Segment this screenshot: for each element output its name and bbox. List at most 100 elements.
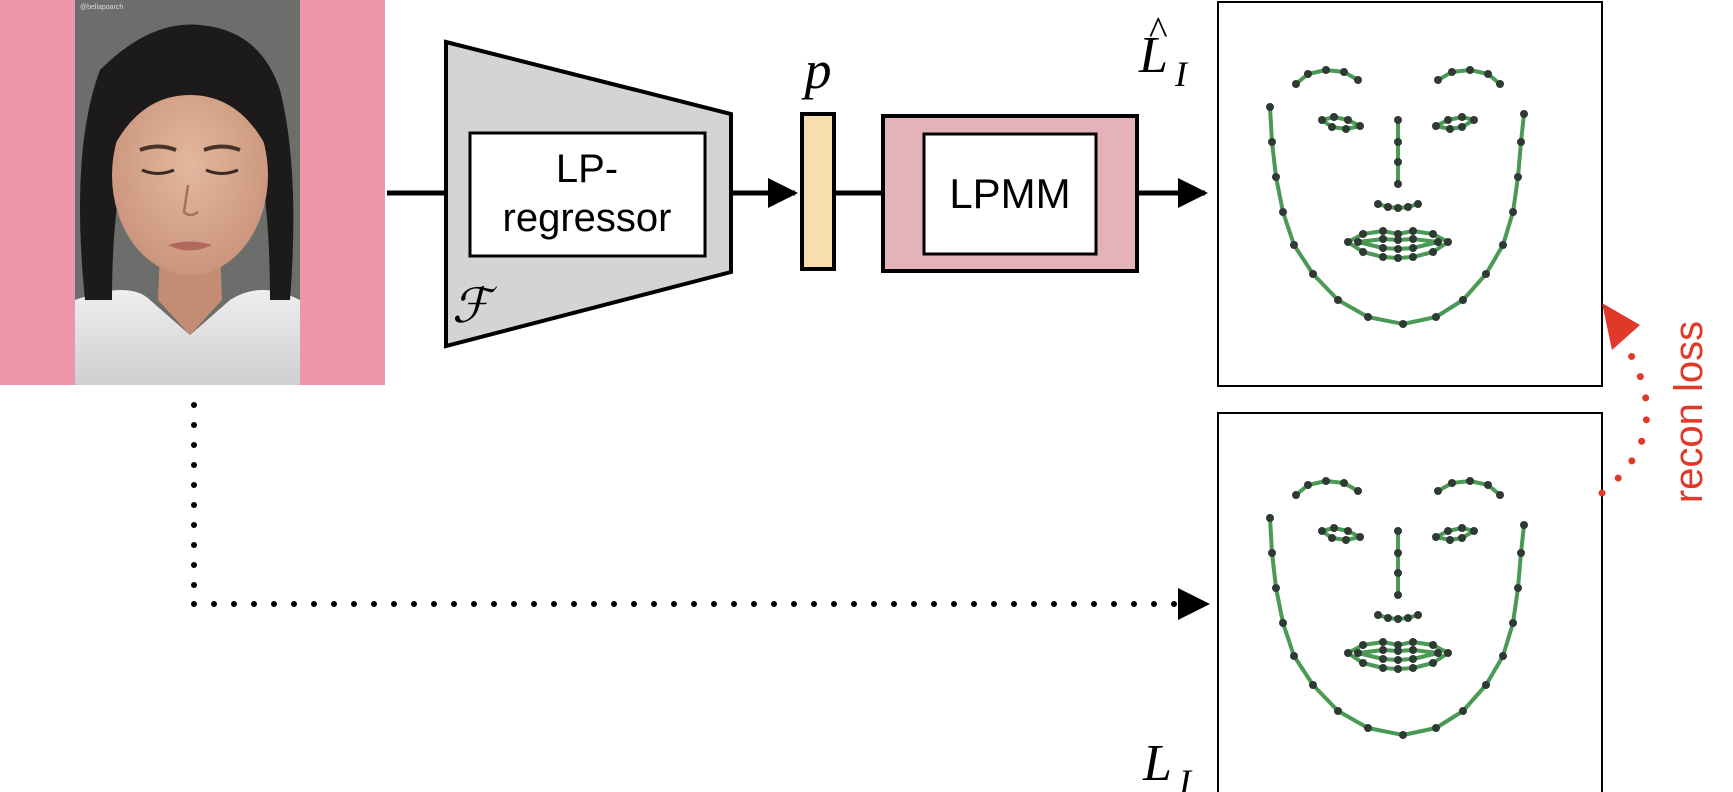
landmark-point (1374, 200, 1382, 208)
landmark-point (1394, 245, 1402, 253)
ground-truth-landmarks-panel (1217, 412, 1603, 792)
landmark-point (1379, 244, 1387, 252)
predicted-label: L I ^ (1138, 8, 1189, 94)
landmark-point (1444, 116, 1452, 124)
landmark-point (1448, 479, 1456, 487)
landmark-point (1414, 611, 1422, 619)
ground-truth-landmarks (1266, 477, 1528, 739)
landmark-point (1394, 569, 1402, 577)
landmark-point (1266, 103, 1274, 111)
landmark-point (1318, 527, 1326, 535)
landmark-point (1344, 238, 1352, 246)
landmark-point (1379, 664, 1387, 672)
landmark-point (1432, 313, 1440, 321)
landmark-point (1394, 549, 1402, 557)
landmark-point (1444, 238, 1452, 246)
predicted-label-sub: I (1174, 54, 1189, 94)
landmark-point (1394, 230, 1402, 238)
predicted-label-hat: ^ (1148, 8, 1168, 53)
lpmm-block: LPMM (881, 114, 1139, 273)
landmark-point (1344, 527, 1352, 535)
landmark-point (1434, 238, 1442, 246)
landmark-point (1458, 524, 1466, 532)
ground-truth-label-sub: I (1178, 762, 1193, 792)
landmark-point (1290, 241, 1298, 249)
predicted-landmarks-panel (1217, 1, 1603, 387)
landmark-point (1484, 481, 1492, 489)
landmark-point (1459, 707, 1467, 715)
param-vector (800, 112, 836, 271)
landmark-point (1394, 641, 1402, 649)
landmark-point (1334, 296, 1342, 304)
landmark-point (1356, 122, 1364, 130)
landmark-point (1379, 638, 1387, 646)
landmark-point (1459, 296, 1467, 304)
landmark-point (1322, 66, 1330, 74)
landmark-point (1334, 707, 1342, 715)
landmark-point (1409, 646, 1417, 654)
landmark-point (1359, 659, 1367, 667)
landmark-point (1359, 230, 1367, 238)
landmark-point (1364, 313, 1372, 321)
landmark-point (1434, 649, 1442, 657)
landmark-point (1379, 253, 1387, 261)
landmark-point (1466, 477, 1474, 485)
landmark-point (1429, 248, 1437, 256)
landmark-point (1330, 524, 1338, 532)
landmark-point (1379, 655, 1387, 663)
landmark-point (1458, 113, 1466, 121)
landmark-point (1394, 647, 1402, 655)
landmark-point (1520, 521, 1528, 529)
landmark-point (1379, 235, 1387, 243)
predicted-label-main: L (1138, 27, 1168, 84)
landmark-point (1394, 254, 1402, 262)
landmark-point (1292, 80, 1300, 88)
landmark-point (1384, 203, 1392, 211)
landmark-point (1409, 655, 1417, 663)
ground-truth-label-main: L (1142, 735, 1172, 792)
landmark-point (1344, 649, 1352, 657)
landmark-point (1384, 614, 1392, 622)
landmark-point (1399, 731, 1407, 739)
landmark-point (1470, 116, 1478, 124)
recon-loss-path (1598, 303, 1651, 497)
landmark-point (1444, 649, 1452, 657)
landmark-point (1342, 125, 1350, 133)
landmark-point (1394, 116, 1402, 124)
landmark-point (1359, 248, 1367, 256)
landmark-point (1514, 584, 1522, 592)
landmark-point (1279, 619, 1287, 627)
landmark-point (1374, 611, 1382, 619)
landmark-point (1399, 320, 1407, 328)
landmark-point (1354, 649, 1362, 657)
landmark-point (1292, 491, 1300, 499)
landmark-point (1379, 227, 1387, 235)
landmark-point (1404, 203, 1412, 211)
landmark-point (1499, 241, 1507, 249)
landmark-point (1328, 534, 1336, 542)
landmark-point (1328, 123, 1336, 131)
landmark-point (1499, 652, 1507, 660)
landmark-point (1429, 641, 1437, 649)
landmark-point (1432, 533, 1440, 541)
param-label: p (801, 40, 832, 100)
landmark-point (1434, 487, 1442, 495)
landmark-point (1354, 487, 1362, 495)
landmark-point (1364, 724, 1372, 732)
lp-regressor-label-line1: LP- (556, 147, 618, 191)
landmark-point (1304, 481, 1312, 489)
landmark-point (1434, 76, 1442, 84)
input-face-image: @bellapoarch (0, 0, 385, 385)
encoder-block: LP- regressor ℱ (444, 39, 733, 349)
landmark-point (1409, 235, 1417, 243)
landmark-point (1429, 659, 1437, 667)
landmark-point (1340, 479, 1348, 487)
landmark-point (1470, 527, 1478, 535)
landmark-point (1322, 477, 1330, 485)
landmark-point (1356, 533, 1364, 541)
landmark-point (1514, 173, 1522, 181)
lp-regressor-box (468, 131, 707, 258)
landmark-point (1342, 536, 1350, 544)
landmark-point (1290, 652, 1298, 660)
landmark-point (1409, 638, 1417, 646)
